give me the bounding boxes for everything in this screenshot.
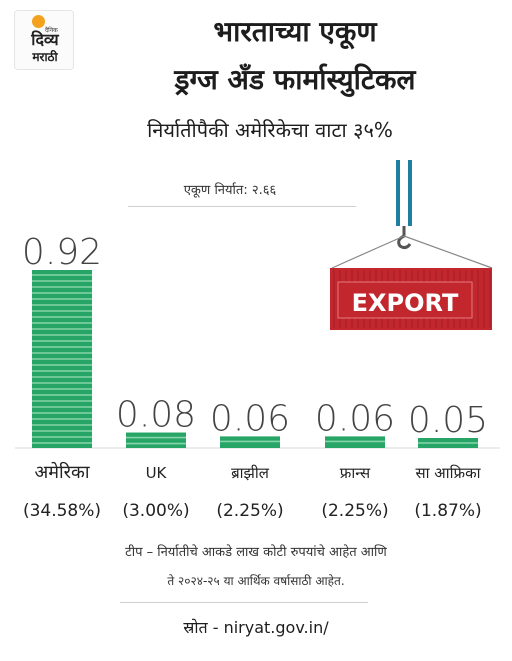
category-label: फ्रान्स — [340, 464, 371, 482]
note-line2: ते २०२४-२५ या आर्थिक वर्षासाठी आहेत. — [167, 574, 345, 588]
total-export-label: एकूण निर्यात: २.६६ — [183, 183, 277, 198]
category-label: ब्राझील — [231, 464, 270, 482]
percent-label: (3.00%) — [122, 501, 189, 521]
category-label: UK — [146, 464, 168, 482]
value-label: 0.92 — [22, 232, 102, 273]
value-label: 0.08 — [116, 395, 196, 436]
percent-label: (1.87%) — [414, 501, 481, 521]
sun-icon — [32, 15, 45, 28]
percent-label: (34.58%) — [23, 501, 101, 521]
divider — [120, 602, 368, 603]
category-label: सा आफ्रिका — [416, 464, 482, 482]
logo-line2: मराठी — [32, 50, 58, 64]
note-line1: टीप – निर्यातीचे आकडे लाख कोटी रुपयांचे … — [125, 545, 387, 560]
category-label: अमेरिका — [34, 461, 89, 483]
source-text: स्रोत - niryat.gov.in/ — [183, 618, 329, 637]
crane-hook-icon — [397, 226, 412, 250]
export-sign-text: EXPORT — [352, 289, 459, 317]
export-sign-bg — [337, 281, 473, 319]
value-label: 0.06 — [315, 398, 395, 439]
value-label: 0.05 — [408, 400, 488, 441]
sling-cable — [331, 235, 405, 269]
crane-illustration: EXPORT — [330, 160, 493, 330]
logo-small-text: दैनिक — [45, 27, 58, 34]
bar — [325, 436, 385, 448]
logo: दैनिक दिव्य मराठी — [14, 10, 74, 70]
bar — [220, 436, 280, 448]
value-label: 0.06 — [210, 398, 290, 439]
sling-cable — [403, 235, 493, 269]
percent-label: (2.25%) — [321, 501, 388, 521]
divider — [128, 206, 356, 207]
title-line2: ड्रग्ज अँड फार्मास्युटिकल — [174, 63, 416, 96]
title-line1: भारताच्या एकूण — [213, 15, 377, 48]
subtitle: निर्यातीपैकी अमेरिकेचा वाटा ३५% — [147, 118, 393, 142]
logo-line1: दिव्य — [31, 30, 59, 49]
percent-label: (2.25%) — [216, 501, 283, 521]
